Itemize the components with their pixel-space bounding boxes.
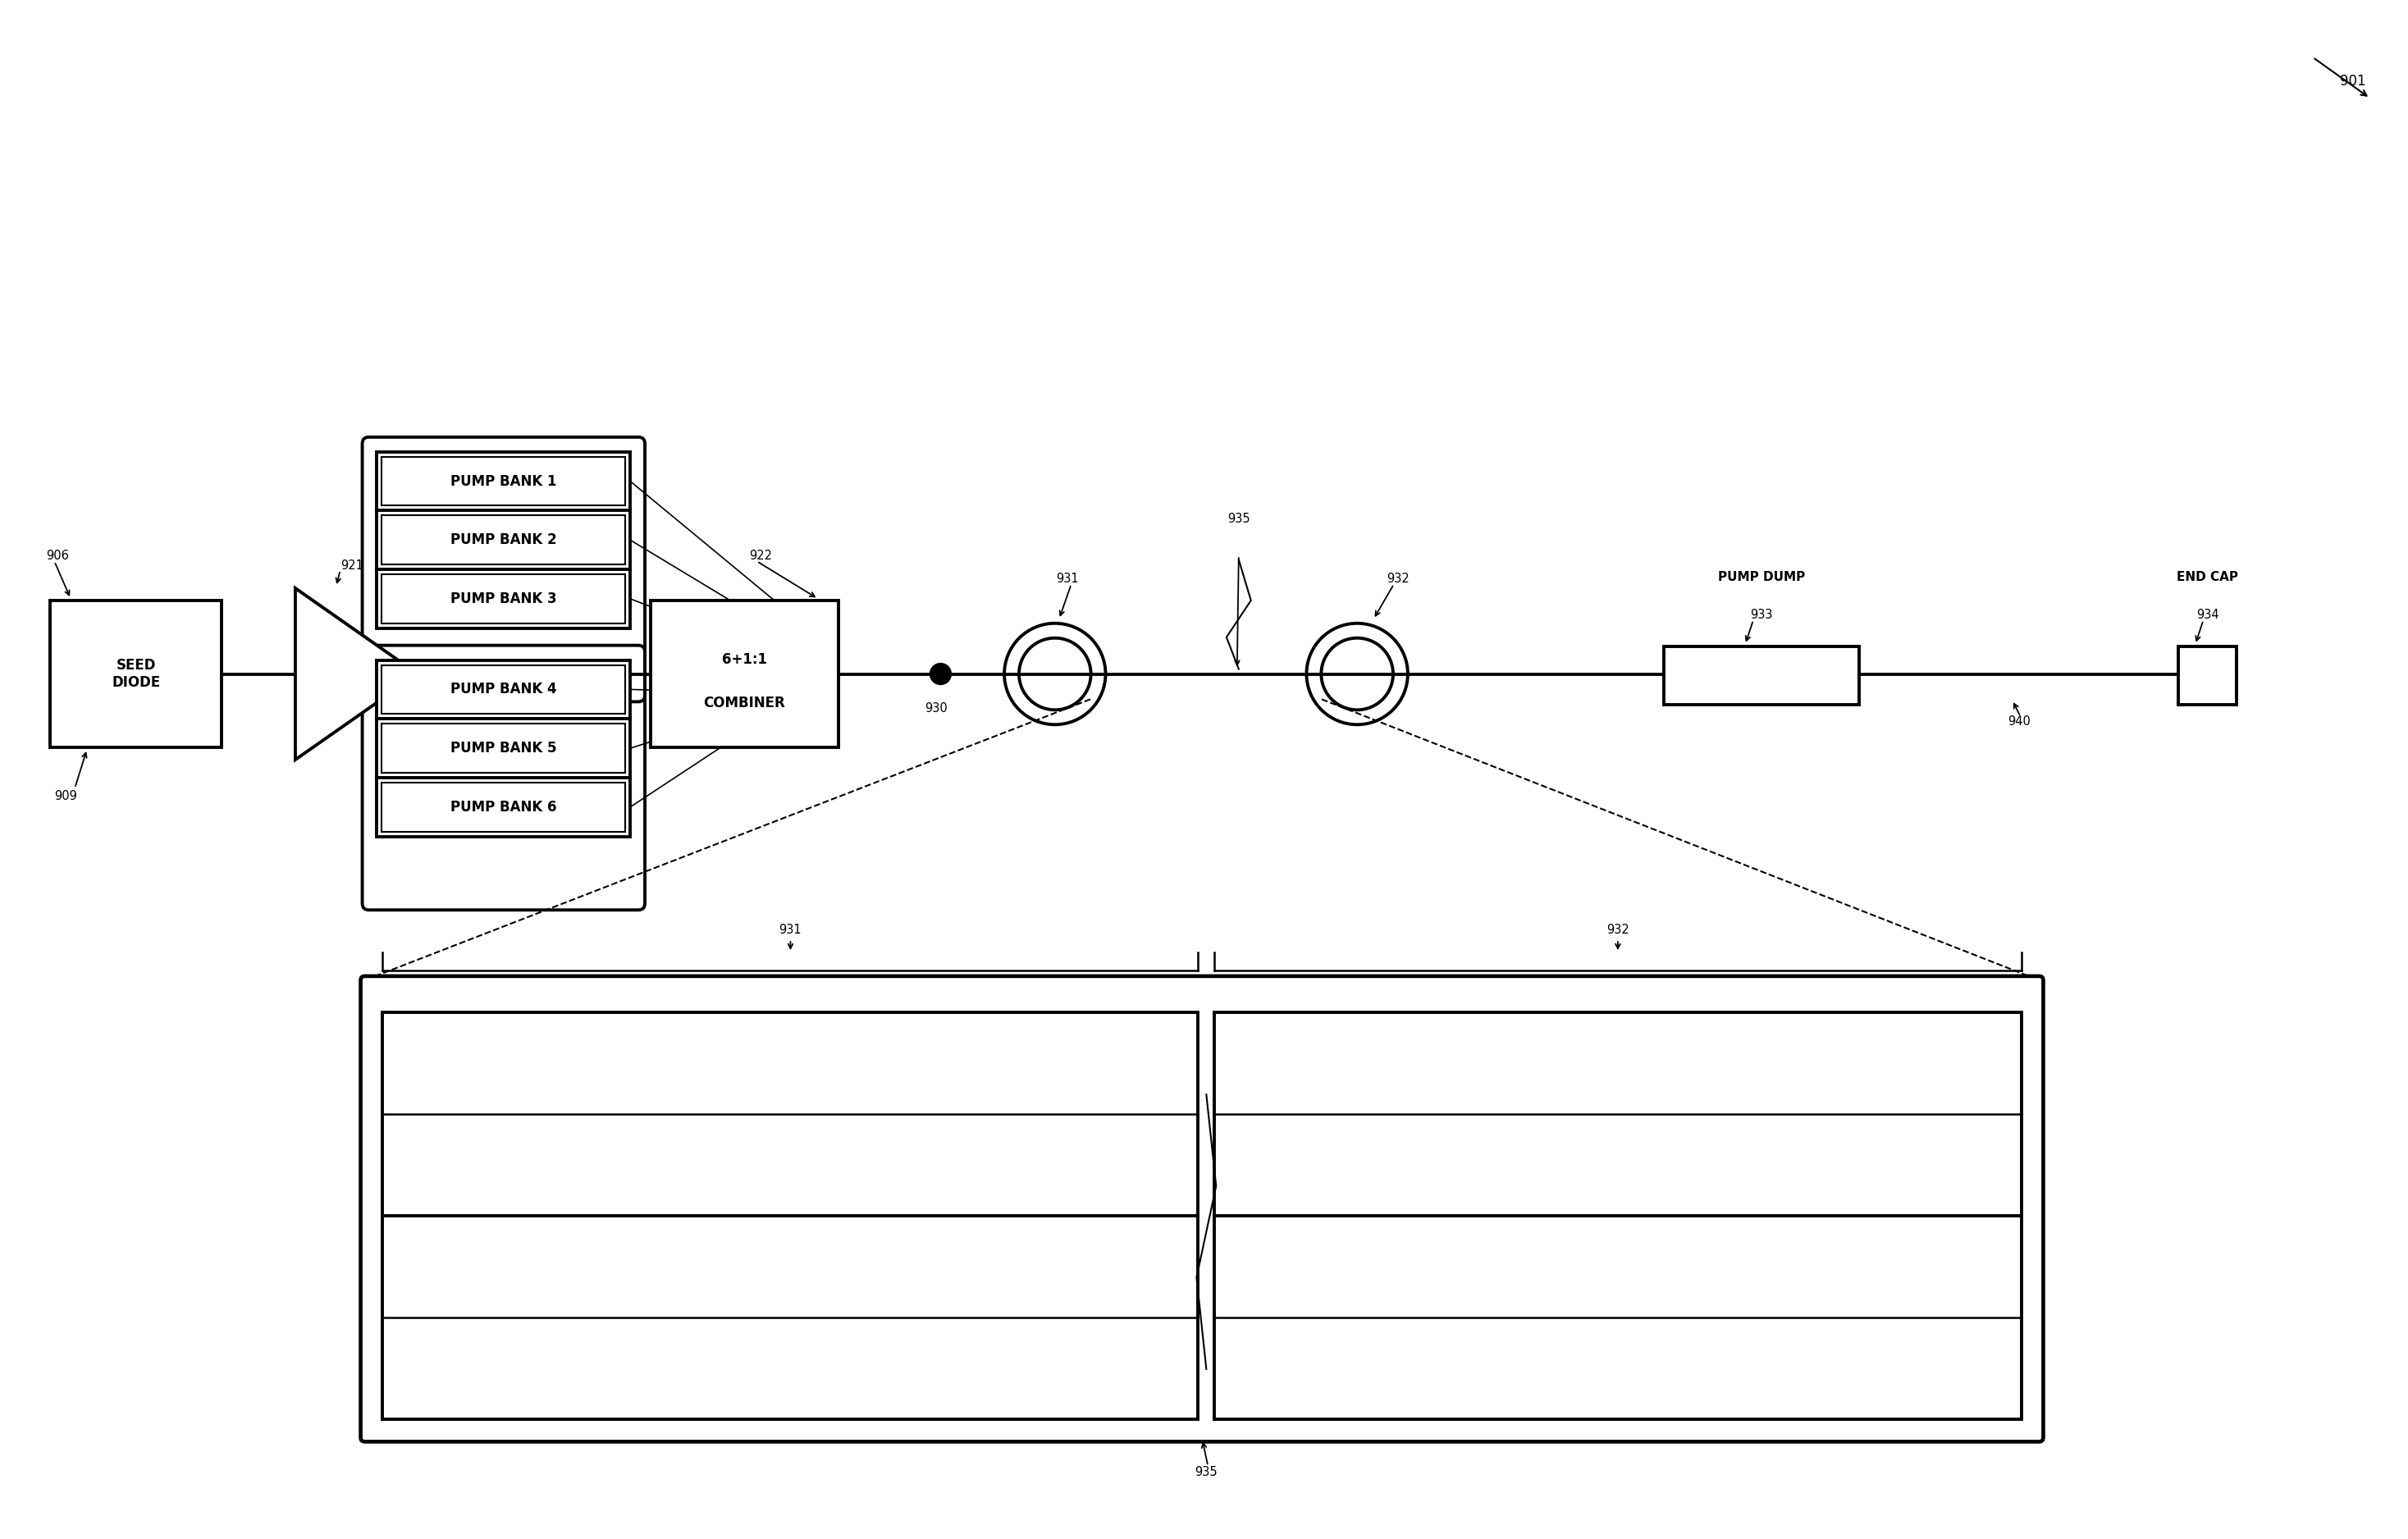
Text: 922: 922: [749, 549, 773, 562]
Bar: [378, 719, 631, 777]
Text: END CAP: END CAP: [2177, 571, 2237, 583]
Bar: [51, 600, 222, 748]
Text: 909: 909: [55, 791, 77, 803]
Text: 935: 935: [1194, 1465, 1218, 1477]
Bar: [383, 516, 626, 565]
Bar: [1214, 1013, 2020, 1419]
Text: SEED
DIODE: SEED DIODE: [111, 659, 161, 689]
Text: 931: 931: [780, 923, 802, 936]
Text: PUMP BANK 5: PUMP BANK 5: [450, 740, 556, 756]
Bar: [1664, 646, 1859, 705]
Text: 921: 921: [340, 559, 364, 571]
Bar: [383, 574, 626, 623]
FancyBboxPatch shape: [361, 976, 2044, 1442]
Bar: [383, 1013, 1199, 1419]
Bar: [2177, 646, 2237, 705]
Circle shape: [929, 663, 951, 685]
Bar: [378, 569, 631, 628]
Bar: [383, 665, 626, 714]
Text: 932: 932: [1387, 573, 1409, 585]
Bar: [383, 782, 626, 831]
Bar: [378, 777, 631, 837]
Text: 940: 940: [2008, 716, 2030, 728]
Text: 930: 930: [925, 702, 949, 714]
Text: 906: 906: [46, 549, 70, 562]
Text: 933: 933: [1751, 609, 1772, 622]
Text: 901: 901: [2341, 74, 2367, 88]
Text: 932: 932: [1606, 923, 1630, 936]
Bar: [378, 660, 631, 719]
Text: PUMP BANK 1: PUMP BANK 1: [450, 474, 556, 488]
Text: COMBINER: COMBINER: [703, 696, 785, 711]
Text: PUMP BANK 4: PUMP BANK 4: [450, 682, 556, 697]
Text: 931: 931: [1055, 573, 1079, 585]
Text: PUMP DUMP: PUMP DUMP: [1717, 571, 1806, 583]
Text: 934: 934: [2196, 609, 2218, 622]
Text: PUMP BANK 3: PUMP BANK 3: [450, 591, 556, 606]
Polygon shape: [296, 588, 419, 760]
Bar: [650, 600, 838, 748]
Text: 935: 935: [1228, 512, 1250, 525]
Bar: [383, 723, 626, 773]
Bar: [383, 457, 626, 506]
Text: PUMP BANK 6: PUMP BANK 6: [450, 800, 556, 814]
Text: PUMP BANK 2: PUMP BANK 2: [450, 532, 556, 548]
Text: 6+1:1: 6+1:1: [722, 653, 768, 666]
Bar: [378, 452, 631, 511]
Bar: [378, 511, 631, 569]
